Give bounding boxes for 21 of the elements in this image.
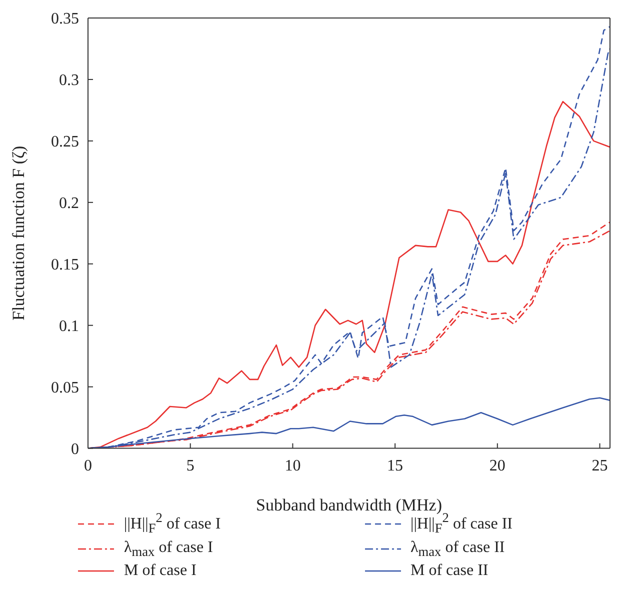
x-tick-label: 25 bbox=[592, 458, 608, 475]
x-tick-label: 5 bbox=[186, 458, 194, 475]
legend-label: λ$_{max}$ of case I bbox=[124, 538, 213, 560]
x-tick-label: 15 bbox=[387, 458, 404, 475]
y-tick-label: 0.1 bbox=[59, 318, 79, 336]
y-tick-label: 0 bbox=[71, 440, 79, 458]
y-axis-title: Fluctuation function F (ζ) bbox=[9, 146, 28, 320]
x-tick-label: 20 bbox=[489, 458, 506, 475]
x-tick-label: 10 bbox=[284, 458, 301, 475]
y-tick-label: 0.35 bbox=[51, 10, 79, 28]
legend-label: M of case I bbox=[124, 562, 196, 580]
y-tick-label: 0.25 bbox=[51, 134, 79, 151]
legend-label: ||H||$_{F}$$^{2}$ of case I bbox=[124, 510, 221, 537]
y-tick-label: 0.15 bbox=[51, 256, 79, 274]
y-tick-label: 0.05 bbox=[51, 380, 79, 397]
x-tick-label: 0 bbox=[84, 458, 92, 475]
y-tick-label: 0.3 bbox=[59, 72, 79, 90]
legend-label: λ$_{max}$ of case II bbox=[410, 538, 505, 560]
x-axis-title: Subband bandwidth (MHz) bbox=[256, 495, 442, 514]
legend-label: M of case II bbox=[410, 562, 488, 580]
y-tick-label: 0.2 bbox=[59, 195, 79, 212]
